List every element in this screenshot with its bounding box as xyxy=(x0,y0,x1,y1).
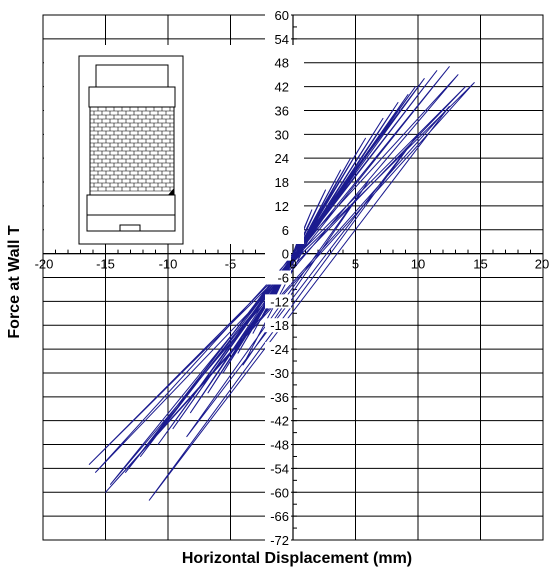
y-tick-label-bg xyxy=(265,175,291,190)
y-tick-label: 0 xyxy=(282,247,289,262)
y-tick-label-bg xyxy=(265,8,291,22)
y-tick-label: -12 xyxy=(270,294,289,309)
y-tick-label-bg xyxy=(265,222,291,237)
x-tick-label: -5 xyxy=(225,257,237,272)
y-tick-label: 30 xyxy=(275,127,289,142)
wall-base-beam xyxy=(86,194,176,232)
x-tick-label: 0 xyxy=(289,257,296,272)
y-tick-label-bg xyxy=(265,365,291,380)
y-tick-label-bg xyxy=(265,461,291,476)
y-tick-label: 60 xyxy=(275,8,289,23)
y-tick-label-bg xyxy=(265,509,291,524)
y-tick-label-bg xyxy=(265,342,291,357)
y-tick-label: 48 xyxy=(275,56,289,71)
y-tick-label: -24 xyxy=(270,342,289,357)
x-axis-title: Horizontal Displacement (mm) xyxy=(182,550,412,567)
tick-labels: 60544842363024181260-6-12-18-24-30-36-42… xyxy=(35,8,549,548)
y-tick-label-bg xyxy=(265,437,291,452)
y-tick-label: 42 xyxy=(275,80,289,95)
y-tick-label: 18 xyxy=(275,175,289,190)
y-tick-label: -36 xyxy=(270,390,289,405)
x-tick-label: 5 xyxy=(352,257,359,272)
y-tick-label: 12 xyxy=(275,199,289,214)
x-tick-label: -10 xyxy=(159,257,178,272)
y-tick-label-bg xyxy=(265,485,291,500)
x-tick-label: 15 xyxy=(473,257,487,272)
y-tick-label-bg xyxy=(265,127,291,142)
y-tick-label-bg xyxy=(265,389,291,404)
y-tick-label: -60 xyxy=(270,485,289,500)
wall-corner-mark xyxy=(168,188,174,195)
y-tick-label-bg xyxy=(265,413,291,428)
wall-specimen-inset xyxy=(44,45,304,245)
y-tick-label: -42 xyxy=(270,414,289,429)
y-tick-label-bg xyxy=(265,198,291,213)
y-tick-label-bg xyxy=(265,294,291,309)
series-line xyxy=(88,66,475,501)
y-tick-label-bg xyxy=(265,79,291,94)
y-tick-label: -18 xyxy=(270,318,289,333)
y-tick-label: 6 xyxy=(282,223,289,238)
y-tick-label: -66 xyxy=(270,509,289,524)
x-tick-label: 10 xyxy=(411,257,425,272)
y-tick-label: -72 xyxy=(270,533,289,548)
y-tick-label-bg xyxy=(265,151,291,166)
y-tick-label-bg xyxy=(265,318,291,333)
y-tick-label-bg xyxy=(265,31,291,46)
series-group xyxy=(88,66,475,501)
y-axis-title: Force at Wall T xyxy=(6,225,23,338)
y-tick-label-bg xyxy=(265,246,291,261)
y-tick-label: -54 xyxy=(270,461,289,476)
y-tick-label-bg xyxy=(265,55,291,70)
base-detail-line xyxy=(87,214,175,232)
y-tick-label: -6 xyxy=(277,271,289,286)
y-tick-label: 24 xyxy=(275,151,289,166)
x-tick-label: -20 xyxy=(35,257,54,272)
wall-cap-block xyxy=(95,64,169,88)
y-tick-label: 36 xyxy=(275,103,289,118)
y-tick-label: -30 xyxy=(270,366,289,381)
wall-top-beam xyxy=(88,86,176,108)
y-tick-label-bg xyxy=(265,533,291,547)
y-tick-label-bg xyxy=(265,270,291,285)
y-tick-label-bg xyxy=(265,103,291,118)
x-tick-label: -15 xyxy=(96,257,115,272)
y-tick-label: -48 xyxy=(270,438,289,453)
x-tick-label: 20 xyxy=(535,257,549,272)
y-tick-label: 54 xyxy=(275,32,289,47)
